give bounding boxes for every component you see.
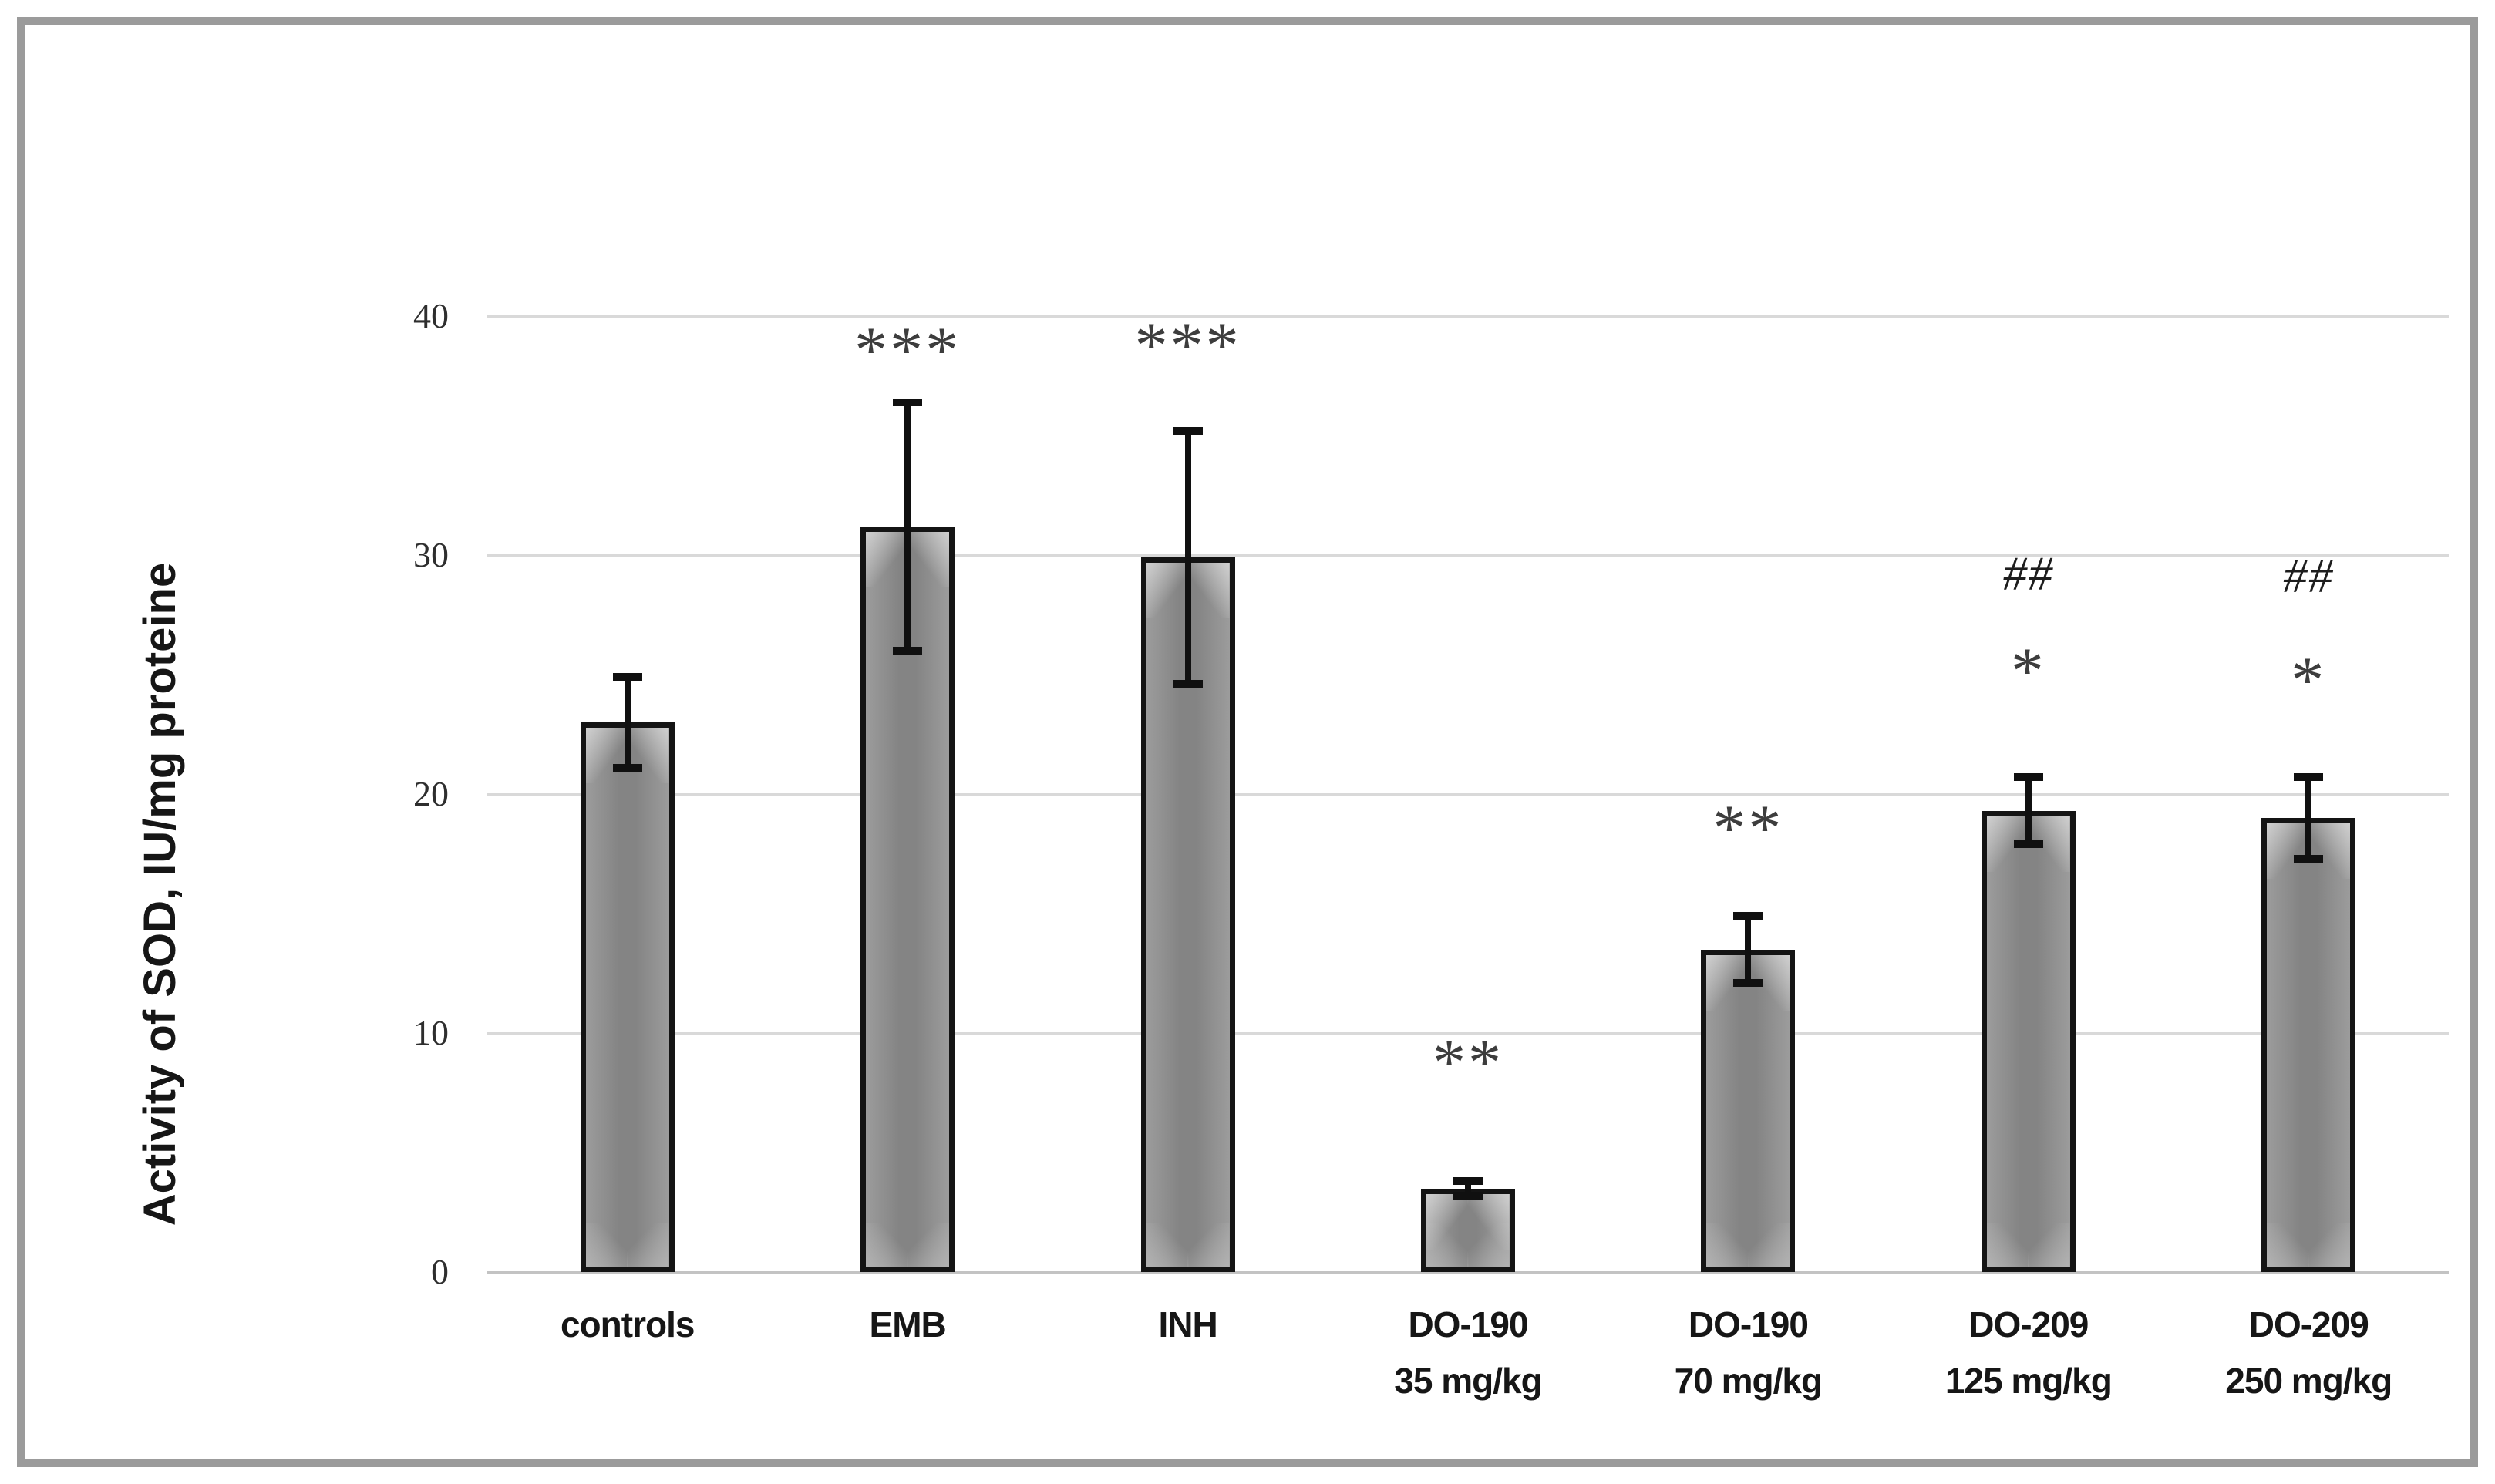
y-tick-label: 20 xyxy=(413,774,449,813)
error-bar xyxy=(1745,916,1752,983)
error-bar-cap-top xyxy=(1453,1177,1483,1186)
x-axis-label-line1: EMB xyxy=(869,1304,947,1344)
significance-marker: * xyxy=(2291,643,2327,717)
error-bar-cap-bottom xyxy=(893,647,923,655)
bar xyxy=(1701,949,1796,1272)
x-axis-label: controls xyxy=(485,1297,770,1353)
x-axis-label: DO-209 125 mg/kg xyxy=(1886,1297,2171,1409)
x-axis-label-line2: 35 mg/kg xyxy=(1394,1361,1542,1401)
y-tick-label: 30 xyxy=(413,535,449,574)
x-axis-label-line1: DO-190 xyxy=(1688,1304,1809,1344)
error-bar-cap-top xyxy=(612,673,642,681)
bar xyxy=(1981,810,2076,1272)
error-bar xyxy=(2305,777,2312,859)
x-axis-label-line1: DO-209 xyxy=(2248,1304,2369,1344)
y-tick-label: 40 xyxy=(413,296,449,335)
y-tick-label: 0 xyxy=(431,1252,449,1291)
error-bar xyxy=(904,402,911,651)
x-axis-label-line2: 70 mg/kg xyxy=(1674,1361,1823,1401)
significance-marker: ** xyxy=(1433,1025,1503,1099)
error-bar xyxy=(2025,777,2032,845)
x-axis-label: DO-190 70 mg/kg xyxy=(1605,1297,1891,1409)
x-axis-label: EMB xyxy=(765,1297,1050,1353)
significance-marker: ## xyxy=(2002,547,2054,601)
error-bar-cap-bottom xyxy=(2013,840,2043,849)
error-bar-cap-bottom xyxy=(1173,680,1203,688)
error-bar xyxy=(1465,1181,1471,1196)
x-axis-line xyxy=(487,1271,2449,1274)
error-bar-cap-bottom xyxy=(1733,978,1763,987)
gridline xyxy=(487,1032,2449,1035)
x-axis-label-line2: 250 mg/kg xyxy=(2225,1361,2392,1401)
error-bar-cap-bottom xyxy=(612,763,642,772)
x-axis-label: DO-209 250 mg/kg xyxy=(2166,1297,2451,1409)
x-axis-label-line2: 125 mg/kg xyxy=(1944,1361,2113,1401)
error-bar-cap-top xyxy=(1173,426,1203,435)
x-axis-label-line1: controls xyxy=(560,1304,695,1344)
significance-marker: * xyxy=(2010,633,2046,708)
error-bar-cap-top xyxy=(2013,773,2043,782)
gridline xyxy=(487,554,2449,557)
error-bar xyxy=(1184,430,1191,685)
error-bar xyxy=(624,677,631,768)
significance-marker: ## xyxy=(2283,550,2335,603)
gridline xyxy=(487,793,2449,796)
significance-marker: *** xyxy=(854,313,961,388)
error-bar-cap-top xyxy=(893,398,923,406)
y-axis-title: Activity of SOD, IU/mg proteine xyxy=(135,562,185,1227)
error-bar-cap-bottom xyxy=(1453,1191,1483,1200)
y-tick-label: 10 xyxy=(413,1013,449,1052)
x-axis-label: INH xyxy=(1045,1297,1331,1353)
error-bar-cap-top xyxy=(2294,773,2324,782)
bar xyxy=(580,722,675,1272)
x-axis-label-line1: DO-209 xyxy=(1968,1304,2089,1344)
x-axis-label-line1: INH xyxy=(1158,1304,1217,1344)
error-bar-cap-top xyxy=(1733,912,1763,920)
error-bar-cap-bottom xyxy=(2294,854,2324,863)
bar xyxy=(1421,1188,1515,1272)
x-axis-label-line1: DO-190 xyxy=(1408,1304,1528,1344)
gridline xyxy=(487,315,2449,318)
bar xyxy=(2261,818,2356,1272)
x-axis-label: DO-190 35 mg/kg xyxy=(1325,1297,1611,1409)
significance-marker: ** xyxy=(1712,791,1784,866)
significance-marker: *** xyxy=(1134,308,1241,382)
